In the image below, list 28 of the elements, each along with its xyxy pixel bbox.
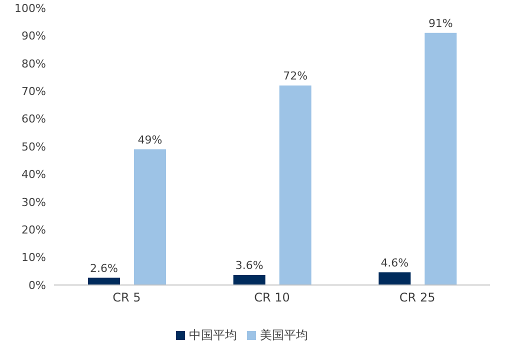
x-tick-label: CR 25 <box>399 290 436 305</box>
bar <box>134 149 166 285</box>
data-label: 3.6% <box>235 259 264 272</box>
data-label: 72% <box>283 70 308 83</box>
y-tick-label: 80% <box>22 57 46 70</box>
y-tick-label: 100% <box>14 2 46 15</box>
y-tick-label: 90% <box>22 30 46 43</box>
y-tick-label: 0% <box>28 278 46 292</box>
y-tick-label: 30% <box>22 196 46 209</box>
bar <box>378 272 411 285</box>
y-tick-label: 10% <box>22 251 46 264</box>
y-tick-label: 70% <box>22 85 46 98</box>
legend-label: 中国平均 <box>189 328 237 342</box>
bar <box>88 278 120 285</box>
bar <box>233 275 266 285</box>
x-tick-label: CR 5 <box>112 290 141 305</box>
y-tick-label: 40% <box>22 168 46 182</box>
bar <box>279 86 312 285</box>
data-label: 49% <box>138 133 162 146</box>
bar <box>424 32 457 285</box>
y-tick-label: 60% <box>22 112 46 126</box>
data-label: 2.6% <box>90 262 118 275</box>
legend-label: 美国平均 <box>260 328 308 342</box>
x-tick-label: CR 10 <box>254 290 290 305</box>
data-label: 91% <box>428 16 453 30</box>
y-tick-label: 20% <box>22 224 46 237</box>
y-tick-label: 50% <box>22 140 46 154</box>
data-label: 4.6% <box>380 256 409 270</box>
